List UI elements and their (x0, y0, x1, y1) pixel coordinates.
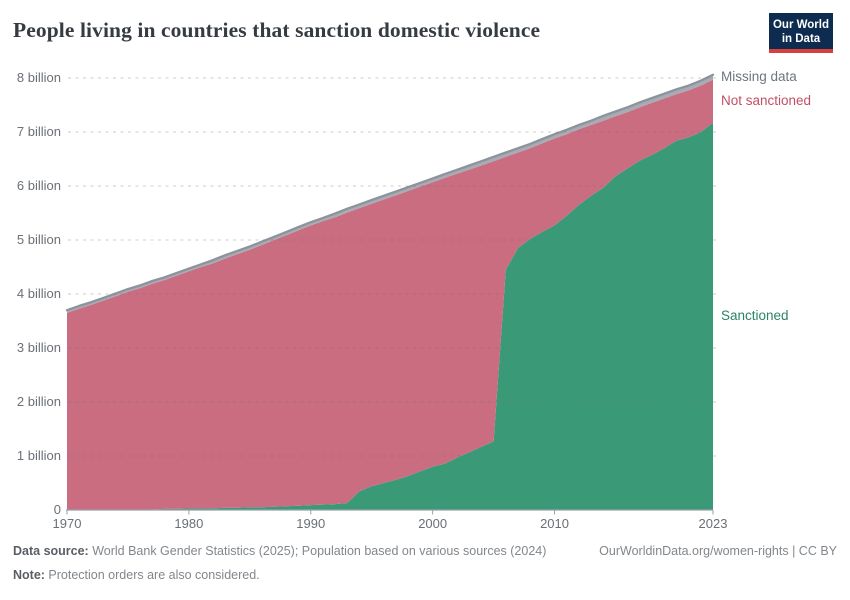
x-axis-label-1980: 1980 (174, 516, 204, 531)
y-axis-label-6: 6 billion (16, 178, 61, 193)
note-label: Note: (13, 568, 45, 582)
x-axis-label-2000: 2000 (418, 516, 448, 531)
y-axis-label-2: 2 billion (16, 394, 61, 409)
owid-link[interactable]: OurWorldinData.org/women-rights | CC BY (599, 544, 837, 558)
area-sanctioned (67, 122, 713, 511)
footer-note-row: Note: Protection orders are also conside… (13, 567, 837, 583)
y-axis-label-1: 1 billion (16, 448, 61, 463)
owid-logo[interactable]: Our World in Data (769, 13, 833, 53)
legend-item-sanctioned[interactable]: Sanctioned (721, 308, 789, 324)
data-source-label: Data source: (13, 544, 89, 558)
x-axis-label-2010: 2010 (540, 516, 569, 531)
data-source-text: World Bank Gender Statistics (2025); Pop… (88, 544, 547, 558)
y-axis-label-4: 4 billion (16, 286, 61, 301)
legend-item-missing-data[interactable]: Missing data (721, 69, 797, 85)
footer-source-row: Data source: World Bank Gender Statistic… (13, 543, 837, 559)
x-axis-label-2023: 2023 (698, 516, 728, 531)
page-title: People living in countries that sanction… (13, 18, 541, 42)
owid-logo-line1: Our World (772, 19, 829, 31)
area-not-sanctioned (67, 79, 713, 510)
y-axis-label-8: 8 billion (16, 70, 61, 85)
y-axis-label-0: 0 (53, 502, 61, 517)
legend-item-not-sanctioned[interactable]: Not sanctioned (721, 93, 812, 109)
y-axis-label-7: 7 billion (16, 124, 61, 139)
y-axis-label-5: 5 billion (16, 232, 61, 247)
footer-source: Data source: World Bank Gender Statistic… (13, 543, 546, 559)
x-axis-label-1970: 1970 (52, 516, 82, 531)
chart-footer: Data source: World Bank Gender Statistic… (13, 543, 837, 583)
y-axis-label-3: 3 billion (16, 340, 61, 355)
owid-logo-line2: in Data (781, 33, 821, 45)
x-axis-label-1990: 1990 (296, 516, 326, 531)
total-population-line (65, 73, 715, 312)
note-text: Protection orders are also considered. (44, 568, 260, 582)
